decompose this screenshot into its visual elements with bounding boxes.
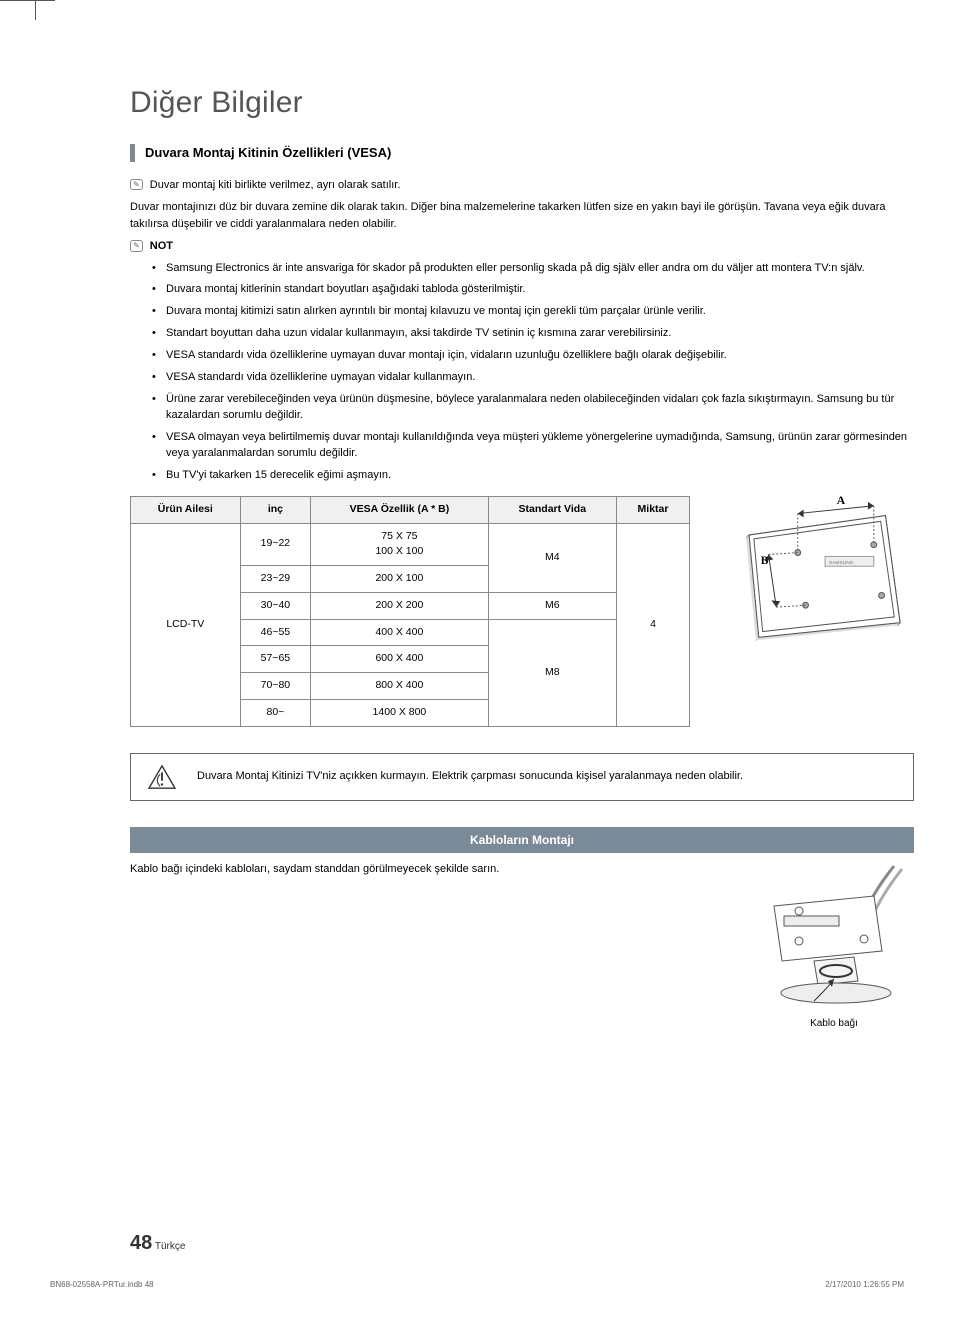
svg-text:A: A bbox=[837, 496, 846, 507]
th-family: Ürün Ailesi bbox=[131, 496, 241, 523]
th-inch: inç bbox=[240, 496, 311, 523]
bullet-list: Samsung Electronics är inte ansvariga fö… bbox=[152, 261, 914, 484]
list-item: Standart boyuttan daha uzun vidalar kull… bbox=[152, 326, 914, 342]
not-line: ✎ NOT bbox=[130, 238, 914, 255]
note-icon: ✎ bbox=[130, 179, 143, 191]
list-item: Samsung Electronics är inte ansvariga fö… bbox=[152, 261, 914, 277]
cell-family: LCD-TV bbox=[131, 523, 241, 726]
cell-screw: M6 bbox=[488, 592, 617, 619]
note1-text: Duvar montaj kiti birlikte verilmez, ayr… bbox=[150, 179, 401, 191]
cable-paragraph: Kablo bağı içindeki kabloları, saydam st… bbox=[130, 861, 754, 878]
cable-svg bbox=[754, 861, 914, 1011]
cable-figure: Kablo bağı bbox=[754, 861, 914, 1031]
cell-inch: 80~ bbox=[240, 699, 311, 726]
th-vesa: VESA Özellik (A * B) bbox=[311, 496, 488, 523]
section-band: Kabloların Montajı bbox=[130, 827, 914, 853]
page-number: 48 Türkçe bbox=[130, 1232, 185, 1255]
not-label: NOT bbox=[150, 240, 173, 252]
section-subheading: Duvara Montaj Kitinin Özellikleri (VESA) bbox=[130, 143, 914, 163]
vesa-svg: A B SAMSUNG bbox=[710, 496, 905, 642]
note-line-1: ✎ Duvar montaj kiti birlikte verilmez, a… bbox=[130, 177, 914, 194]
cell-vesa: 1400 X 800 bbox=[311, 699, 488, 726]
paragraph-1: Duvar montajınızı düz bir duvara zemine … bbox=[130, 199, 914, 232]
cell-screw: M8 bbox=[488, 619, 617, 726]
warning-icon bbox=[147, 764, 177, 790]
cell-vesa: 800 X 400 bbox=[311, 673, 488, 700]
vesa-diagram: A B SAMSUNG bbox=[710, 496, 905, 646]
th-qty: Miktar bbox=[617, 496, 690, 523]
list-item: VESA standardı vida özelliklerine uymaya… bbox=[152, 348, 914, 364]
cell-vesa: 75 X 75 100 X 100 bbox=[311, 523, 488, 566]
subhead-bar bbox=[130, 144, 135, 162]
list-item: Duvara montaj kitlerinin standart boyutl… bbox=[152, 282, 914, 298]
note-icon: ✎ bbox=[130, 240, 143, 252]
cell-vesa: 200 X 200 bbox=[311, 592, 488, 619]
cell-inch: 46~55 bbox=[240, 619, 311, 646]
cell-inch: 19~22 bbox=[240, 523, 311, 566]
page-lang: Türkçe bbox=[155, 1241, 186, 1252]
cell-inch: 57~65 bbox=[240, 646, 311, 673]
cell-inch: 70~80 bbox=[240, 673, 311, 700]
cell-qty: 4 bbox=[617, 523, 690, 726]
list-item: Duvara montaj kitimizi satın alırken ayr… bbox=[152, 304, 914, 320]
list-item: Ürüne zarar verebileceğinden veya ürünün… bbox=[152, 392, 914, 424]
print-footer: BN68-02558A-PRTur.indb 48 2/17/2010 1:26… bbox=[50, 1280, 904, 1289]
cable-caption: Kablo bağı bbox=[754, 1016, 914, 1031]
footer-left: BN68-02558A-PRTur.indb 48 bbox=[50, 1280, 154, 1289]
page-title: Diğer Bilgiler bbox=[130, 80, 914, 125]
vesa-table: Ürün Ailesi inç VESA Özellik (A * B) Sta… bbox=[130, 496, 690, 727]
table-and-diagram: Ürün Ailesi inç VESA Özellik (A * B) Sta… bbox=[130, 496, 914, 727]
page-content: Diğer Bilgiler Duvara Montaj Kitinin Öze… bbox=[130, 80, 914, 1031]
list-item: VESA standardı vida özelliklerine uymaya… bbox=[152, 370, 914, 386]
crop-mark bbox=[35, 0, 55, 20]
svg-text:SAMSUNG: SAMSUNG bbox=[829, 560, 854, 566]
page-number-value: 48 bbox=[130, 1232, 152, 1254]
cell-vesa: 600 X 400 bbox=[311, 646, 488, 673]
subhead-text: Duvara Montaj Kitinin Özellikleri (VESA) bbox=[145, 143, 391, 163]
svg-text:B: B bbox=[761, 554, 769, 567]
cable-section: Kablo bağı içindeki kabloları, saydam st… bbox=[130, 861, 914, 1031]
cell-inch: 30~40 bbox=[240, 592, 311, 619]
list-item: VESA olmayan veya belirtilmemiş duvar mo… bbox=[152, 430, 914, 462]
cell-vesa: 400 X 400 bbox=[311, 619, 488, 646]
list-item: Bu TV'yi takarken 15 derecelik eğimi aşm… bbox=[152, 468, 914, 484]
th-screw: Standart Vida bbox=[488, 496, 617, 523]
cell-inch: 23~29 bbox=[240, 566, 311, 593]
footer-right: 2/17/2010 1:26:55 PM bbox=[825, 1280, 904, 1289]
warning-text: Duvara Montaj Kitinizi TV'niz açıkken ku… bbox=[197, 768, 743, 785]
cell-screw: M4 bbox=[488, 523, 617, 592]
warning-box: Duvara Montaj Kitinizi TV'niz açıkken ku… bbox=[130, 753, 914, 801]
cell-vesa: 200 X 100 bbox=[311, 566, 488, 593]
